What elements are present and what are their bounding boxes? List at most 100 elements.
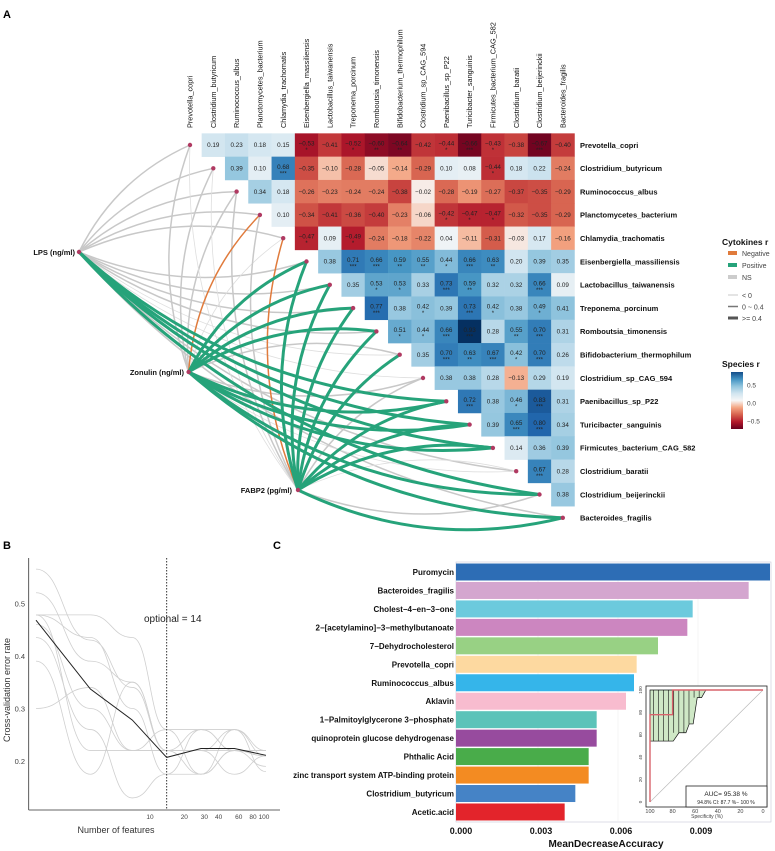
- roc-x-title: Specificity (%): [691, 814, 723, 820]
- heatmap-cell: [411, 179, 435, 204]
- cytokine-species-edge: [297, 488, 564, 532]
- bar-label: Bacteroides_fragilis: [378, 586, 455, 595]
- cytokine-species-edge: [77, 250, 494, 450]
- heatmap-cell: [551, 203, 575, 227]
- species-node: [281, 236, 286, 241]
- heatmap-cell: [248, 133, 272, 157]
- cell-significance: *: [352, 148, 355, 154]
- heatmap-cell: [504, 436, 529, 460]
- bar-label: 2−[acetylamino]−3−methylbutanoate: [316, 623, 455, 632]
- bar: [456, 674, 634, 692]
- cell-significance: *: [305, 148, 308, 154]
- roc-inset: 0 20 40 60 80 100 100 80 60 40 20 0 Specificity (%) A…: [638, 685, 768, 820]
- species-node: [350, 305, 356, 311]
- bar: [456, 618, 688, 636]
- heatmap-cell: [388, 203, 412, 227]
- species-node: [187, 142, 193, 148]
- cell-value: 0.63: [463, 350, 476, 357]
- cell-value: 0.93: [463, 327, 476, 334]
- cell-value: −0.42: [415, 142, 431, 149]
- cell-significance: *: [352, 241, 355, 247]
- cell-value: 0.73: [463, 304, 476, 311]
- cytokine-species-edge: [179, 167, 214, 373]
- cell-value: −0.29: [415, 166, 431, 173]
- heatmap-cell: [318, 133, 342, 157]
- cytokine-species-edge: [296, 399, 447, 491]
- ci-text: 94.8% CI: 87.7 %− 100 %: [697, 800, 755, 806]
- legend-swatch: [728, 251, 737, 255]
- heatmap-cell: [434, 273, 459, 297]
- heatmap-cell: [504, 296, 529, 321]
- cell-value: 0.23: [230, 142, 243, 149]
- species-node: [327, 282, 332, 287]
- cell-value: −0.42: [438, 210, 454, 217]
- cell-value: 0.35: [347, 282, 360, 289]
- network-edges: [77, 144, 564, 532]
- cell-value: −0.29: [555, 212, 571, 219]
- cell-value: 0.66: [440, 327, 453, 334]
- x-tick-label: 0.009: [690, 826, 713, 836]
- cell-significance: *: [492, 311, 495, 317]
- cell-value: 0.33: [417, 282, 430, 289]
- column-header: Clostridium_sp_CAG_594: [419, 44, 428, 128]
- row-label: Turicibacter_sanguinis: [580, 420, 662, 429]
- x-axis-title: MeanDecreaseAccuracy: [548, 839, 664, 850]
- heatmap-cell: [457, 156, 482, 181]
- cell-significance: ***: [443, 358, 451, 364]
- cytokine-species-edge: [77, 250, 470, 427]
- auc-box: [685, 785, 768, 808]
- cytokine-species-edge: [78, 251, 517, 472]
- heatmap-cell: [434, 296, 459, 321]
- bar: [456, 785, 576, 803]
- cv-replicate-line: [35, 660, 267, 775]
- row-label: Planctomycetes_bacterium: [580, 211, 677, 220]
- roc-y-tick: 60: [638, 732, 643, 738]
- cell-significance: *: [375, 288, 378, 294]
- heatmap-cell: [481, 319, 505, 344]
- cell-value: −0.64: [392, 141, 408, 148]
- cell-value: −0.47: [299, 234, 315, 241]
- heatmap-cell: [364, 296, 389, 321]
- column-header: Lactobacillus_taiwanensis: [325, 43, 334, 128]
- heatmap-cell: [481, 273, 505, 297]
- bar-label: Cholest−4−en−3−one: [374, 605, 455, 614]
- cell-significance: ***: [466, 334, 474, 340]
- heatmap-cell: [527, 156, 552, 181]
- species-node: [490, 445, 496, 451]
- cell-value: 0.10: [277, 212, 290, 219]
- cell-value: −0.24: [368, 235, 384, 242]
- heatmap-cell: [457, 249, 482, 274]
- cell-value: 0.36: [533, 445, 546, 452]
- cell-value: 0.39: [533, 259, 546, 266]
- cell-value: 0.49: [533, 304, 546, 311]
- x-tick-label: 30: [201, 814, 209, 821]
- cell-significance: ***: [373, 265, 381, 271]
- cell-significance: ***: [466, 311, 474, 317]
- legend-label: Negative: [742, 251, 770, 258]
- colorbar-title: Species r: [722, 359, 760, 369]
- cv-replicate-line: [35, 623, 266, 775]
- cytokine-species-edge: [297, 489, 540, 515]
- heatmap-cell: [481, 133, 505, 157]
- cell-significance: *: [492, 171, 495, 177]
- cell-value: 0.10: [254, 166, 267, 173]
- legend-label: NS: [742, 275, 752, 282]
- cell-value: 0.66: [463, 257, 476, 264]
- cell-value: 0.38: [324, 259, 337, 266]
- cell-value: 0.71: [347, 257, 360, 264]
- cytokine-species-edge: [78, 211, 261, 253]
- heatmap-cell: [411, 203, 435, 227]
- cell-value: −0.29: [555, 189, 571, 196]
- cell-value: −0.60: [368, 141, 384, 148]
- cell-value: 0.31: [557, 399, 570, 406]
- row-label: Eisenbergiella_massiliensis: [580, 257, 680, 266]
- cell-value: −0.40: [368, 212, 384, 219]
- cell-value: 0.22: [533, 166, 546, 173]
- panel-label-b: B: [3, 540, 11, 552]
- cell-significance: ***: [536, 474, 544, 480]
- cell-value: 0.20: [510, 259, 523, 266]
- bar-label: zinc transport system ATP-binding protei…: [293, 771, 454, 780]
- cell-significance: **: [467, 288, 472, 294]
- heatmap-cell: [504, 179, 529, 204]
- cell-significance: *: [422, 311, 425, 317]
